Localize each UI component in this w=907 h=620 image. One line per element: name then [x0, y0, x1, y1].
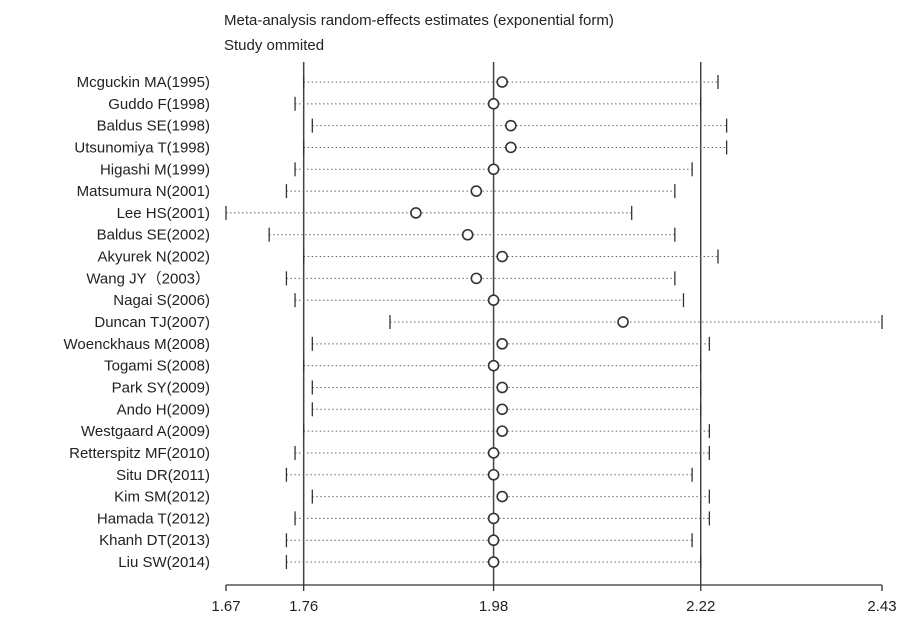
study-label: Retterspitz MF(2010) — [69, 445, 210, 462]
point-estimate — [487, 512, 500, 525]
x-tick-label: 2.43 — [867, 598, 896, 615]
study-label: Nagai S(2006) — [113, 292, 210, 309]
point-estimate — [487, 163, 500, 176]
point-estimate — [487, 447, 500, 459]
point-estimate — [496, 250, 509, 263]
study-label: Liu SW(2014) — [118, 554, 210, 571]
point-estimate — [496, 403, 509, 416]
chart-subtitle: Study ommited — [224, 37, 324, 54]
study-label: Wang JY（2003） — [86, 270, 210, 287]
x-tick-label: 2.22 — [686, 598, 715, 615]
point-estimate — [496, 76, 509, 88]
study-label: Higashi M(1999) — [100, 161, 210, 178]
point-estimate — [461, 228, 474, 241]
study-label: Ando H(2009) — [117, 401, 210, 418]
study-label: Matsumura N(2001) — [77, 183, 210, 200]
study-label: Hamada T(2012) — [97, 510, 210, 527]
point-estimate — [470, 185, 483, 197]
study-label: Kim SM(2012) — [114, 489, 210, 506]
x-tick-label: 1.98 — [479, 598, 508, 615]
study-label: Baldus SE(2002) — [97, 227, 210, 244]
x-tick-label: 1.67 — [211, 598, 240, 615]
study-label: Situ DR(2011) — [116, 467, 210, 484]
plot-area: Mcguckin MA(1995) Guddo F(1998) Baldus SE(… — [64, 62, 897, 615]
study-label: Akyurek N(2002) — [97, 249, 210, 266]
chart-title: Meta-analysis random-effects estimates (… — [224, 12, 614, 29]
point-estimate — [496, 425, 509, 437]
point-estimate — [470, 272, 483, 285]
point-estimate — [487, 556, 500, 568]
point-estimate — [487, 294, 500, 307]
study-label: Westgaard A(2009) — [81, 423, 210, 440]
point-estimate — [505, 141, 517, 154]
study-label: Woenckhaus M(2008) — [64, 336, 210, 353]
point-estimate — [487, 534, 500, 547]
point-estimate — [487, 359, 500, 372]
study-label: Park SY(2009) — [112, 379, 210, 396]
study-label: Mcguckin MA(1995) — [77, 74, 210, 91]
point-estimate — [496, 490, 509, 503]
study-label: Guddo F(1998) — [108, 96, 210, 113]
point-estimate — [410, 207, 422, 219]
study-label: Utsunomiya T(1998) — [74, 139, 210, 156]
study-label: Khanh DT(2013) — [99, 532, 210, 549]
point-estimate — [617, 316, 629, 328]
x-tick-label: 1.76 — [289, 598, 318, 615]
point-estimate — [505, 119, 517, 132]
point-estimate — [487, 468, 500, 481]
study-label: Lee HS(2001) — [117, 205, 210, 222]
study-label: Baldus SE(1998) — [97, 118, 210, 135]
point-estimate — [496, 338, 509, 350]
point-estimate — [496, 381, 509, 394]
study-label: Duncan TJ(2007) — [94, 314, 210, 331]
study-label: Togami S(2008) — [104, 358, 210, 375]
point-estimate — [487, 98, 500, 110]
